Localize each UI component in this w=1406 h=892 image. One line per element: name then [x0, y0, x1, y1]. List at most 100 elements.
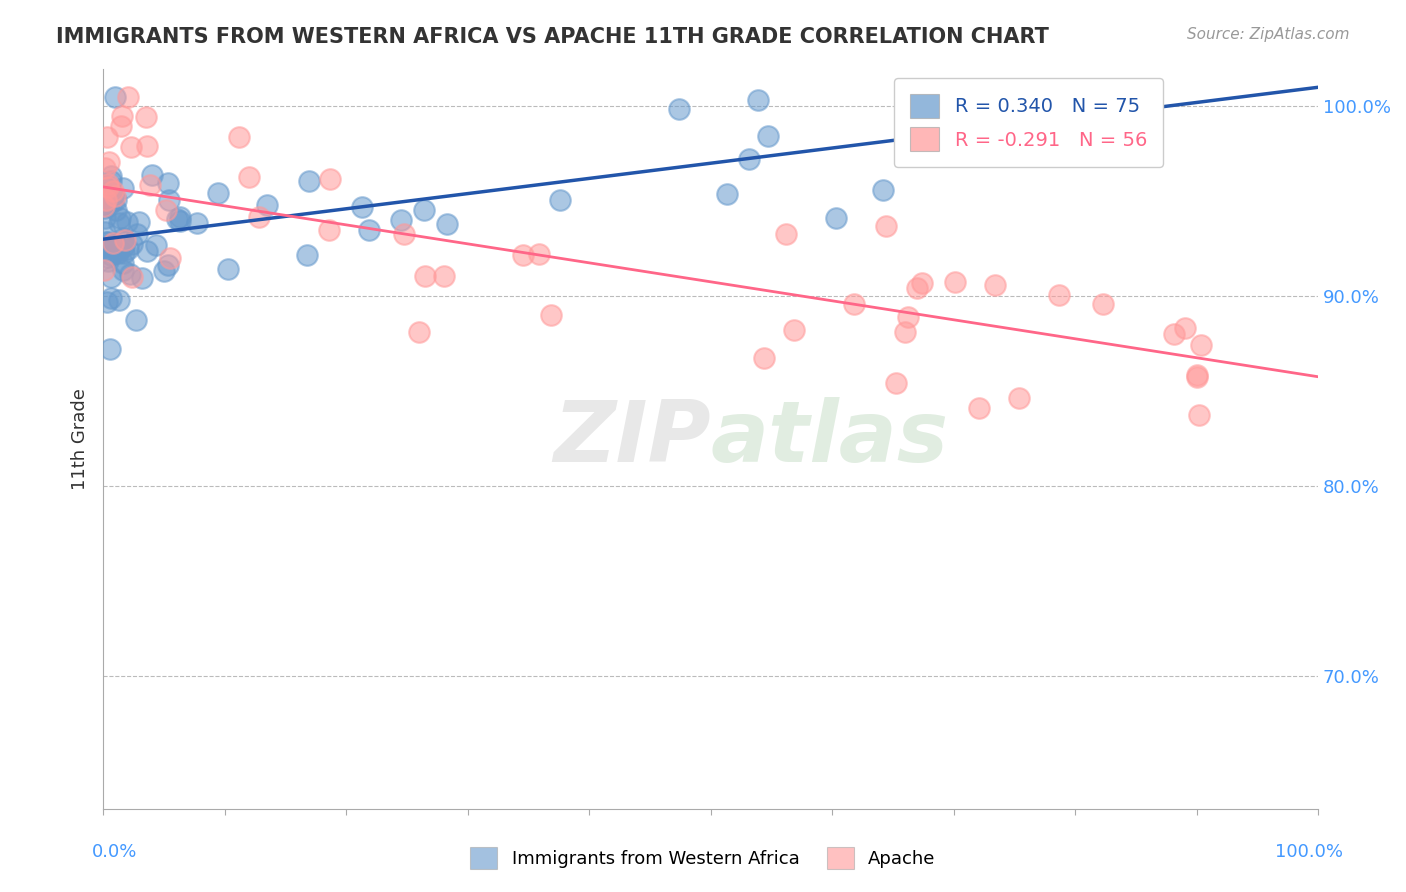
Point — [298, 174, 321, 188]
Point — [897, 310, 920, 324]
Point — [139, 178, 162, 193]
Point — [121, 237, 143, 252]
Point — [825, 211, 848, 225]
Point — [389, 213, 412, 227]
Text: ZIP: ZIP — [553, 397, 710, 480]
Point — [94, 194, 117, 208]
Point — [318, 223, 340, 237]
Point — [93, 240, 115, 254]
Point — [169, 211, 191, 225]
Point — [256, 198, 278, 212]
Point — [94, 243, 117, 257]
Point — [1189, 337, 1212, 351]
Point — [136, 244, 159, 258]
Point — [1174, 321, 1197, 335]
Point — [125, 227, 148, 242]
Point — [93, 179, 115, 194]
Point — [1091, 297, 1114, 311]
Point — [141, 168, 163, 182]
Point — [527, 246, 550, 260]
Point — [436, 217, 458, 231]
Point — [350, 200, 373, 214]
Point — [737, 152, 759, 166]
Point — [752, 351, 775, 366]
Point — [984, 278, 1007, 293]
Point — [96, 191, 118, 205]
Point — [104, 90, 127, 104]
Point — [155, 202, 177, 217]
Text: Source: ZipAtlas.com: Source: ZipAtlas.com — [1187, 27, 1350, 42]
Point — [96, 186, 118, 200]
Point — [100, 169, 122, 183]
Point — [93, 201, 115, 215]
Point — [111, 263, 134, 277]
Point — [413, 269, 436, 284]
Point — [540, 308, 562, 322]
Point — [169, 214, 191, 228]
Point — [844, 296, 866, 310]
Point — [108, 243, 131, 257]
Point — [1163, 326, 1185, 341]
Point — [319, 172, 342, 186]
Point — [110, 211, 132, 226]
Point — [97, 178, 120, 192]
Point — [910, 276, 932, 290]
Point — [104, 189, 127, 203]
Point — [668, 102, 690, 116]
Point — [120, 267, 142, 281]
Legend: R = 0.340   N = 75, R = -0.291   N = 56: R = 0.340 N = 75, R = -0.291 N = 56 — [894, 78, 1163, 167]
Point — [100, 269, 122, 284]
Point — [97, 199, 120, 213]
Point — [884, 376, 907, 390]
Point — [96, 129, 118, 144]
Point — [905, 280, 928, 294]
Point — [96, 250, 118, 264]
Point — [107, 246, 129, 260]
Point — [112, 246, 135, 260]
Point — [1008, 391, 1031, 405]
Point — [894, 325, 917, 339]
Point — [1185, 370, 1208, 384]
Point — [1185, 368, 1208, 382]
Text: 0.0%: 0.0% — [91, 843, 136, 861]
Point — [756, 129, 779, 144]
Point — [93, 199, 115, 213]
Point — [98, 343, 121, 357]
Point — [1187, 408, 1209, 422]
Point — [156, 258, 179, 272]
Point — [136, 139, 159, 153]
Point — [101, 187, 124, 202]
Point — [166, 212, 188, 227]
Point — [93, 211, 115, 226]
Point — [103, 194, 125, 208]
Point — [775, 227, 797, 241]
Point — [295, 248, 318, 262]
Point — [93, 263, 115, 277]
Point — [747, 93, 769, 107]
Point — [108, 216, 131, 230]
Point — [112, 230, 135, 244]
Point — [1047, 288, 1070, 302]
Point — [875, 219, 897, 233]
Point — [97, 180, 120, 194]
Text: 100.0%: 100.0% — [1275, 843, 1343, 861]
Point — [110, 119, 132, 133]
Point — [120, 139, 142, 153]
Point — [512, 248, 534, 262]
Point — [94, 161, 117, 176]
Point — [153, 264, 176, 278]
Point — [115, 215, 138, 229]
Y-axis label: 11th Grade: 11th Grade — [72, 388, 89, 490]
Text: IMMIGRANTS FROM WESTERN AFRICA VS APACHE 11TH GRADE CORRELATION CHART: IMMIGRANTS FROM WESTERN AFRICA VS APACHE… — [56, 27, 1049, 46]
Point — [112, 180, 135, 194]
Point — [247, 211, 270, 225]
Point — [157, 176, 180, 190]
Point — [392, 227, 415, 241]
Point — [105, 193, 128, 207]
Point — [872, 183, 894, 197]
Point — [157, 193, 180, 207]
Point — [186, 216, 208, 230]
Point — [101, 235, 124, 250]
Point — [100, 174, 122, 188]
Point — [94, 225, 117, 239]
